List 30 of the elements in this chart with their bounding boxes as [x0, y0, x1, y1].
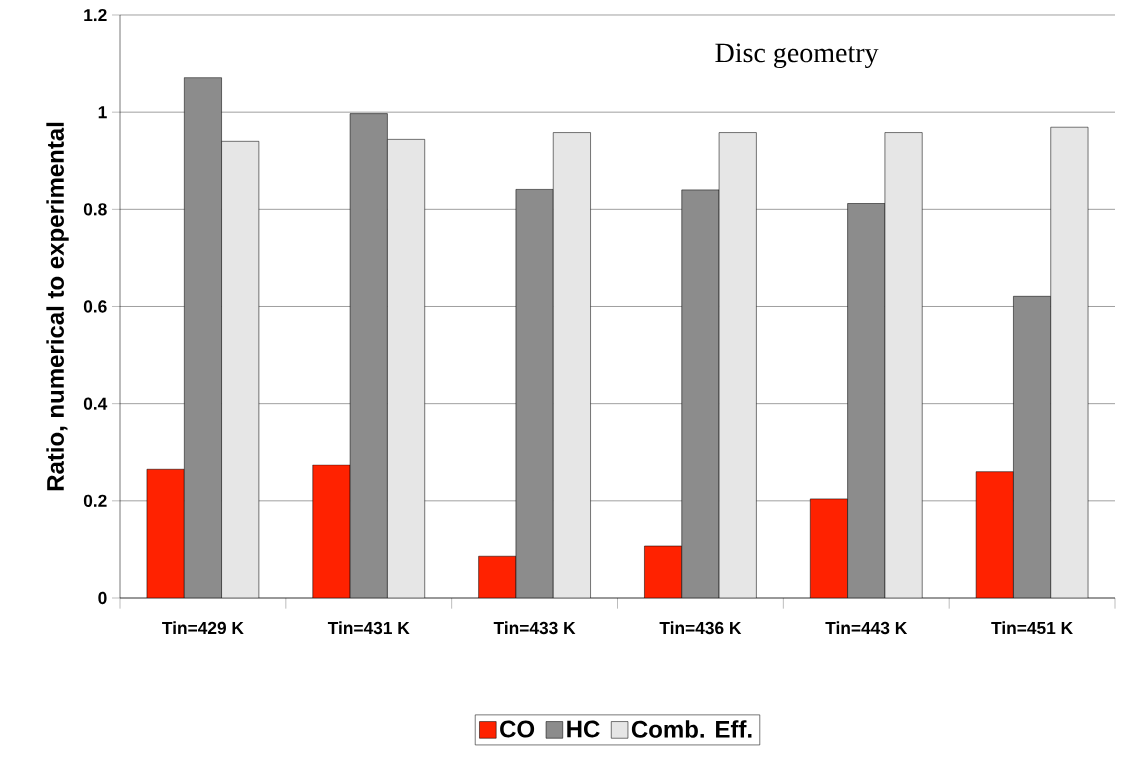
legend-label: CO — [500, 720, 535, 738]
bar — [553, 132, 591, 598]
y-tick-label: 0.8 — [83, 203, 107, 216]
legend-label: HC — [567, 720, 600, 738]
x-tick-label: Tin=433 K — [493, 621, 576, 635]
bar — [350, 113, 388, 598]
bar — [387, 139, 425, 598]
bar — [184, 77, 222, 598]
y-tick-label: 1 — [98, 106, 107, 119]
y-tick-label: 0.6 — [83, 300, 107, 313]
x-tick-label: Tin=436 K — [659, 621, 742, 635]
y-tick-label: 0 — [98, 591, 107, 605]
bar — [1013, 296, 1052, 598]
x-tick-label: Tin=429 K — [162, 621, 244, 635]
bar — [847, 203, 885, 598]
x-tick-label: Tin=431 K — [327, 621, 410, 635]
bar — [884, 132, 923, 598]
y-tick-label: 1.2 — [84, 8, 107, 22]
x-tick-label: Tin=443 K — [825, 621, 908, 635]
y-tick-label: 0.2 — [83, 494, 107, 507]
x-tick-label: Tin=451 K — [991, 621, 1073, 635]
y-tick-label: 0.4 — [83, 397, 108, 410]
bar — [681, 189, 720, 598]
legend-label: Comb. Eff. — [631, 720, 752, 738]
y-axis-title: Ratio, numerical to experimental — [46, 122, 69, 491]
bar — [515, 189, 554, 598]
bar — [1050, 126, 1089, 598]
bar — [221, 141, 259, 598]
bar — [719, 132, 757, 598]
text: Disc geometry — [715, 43, 879, 69]
